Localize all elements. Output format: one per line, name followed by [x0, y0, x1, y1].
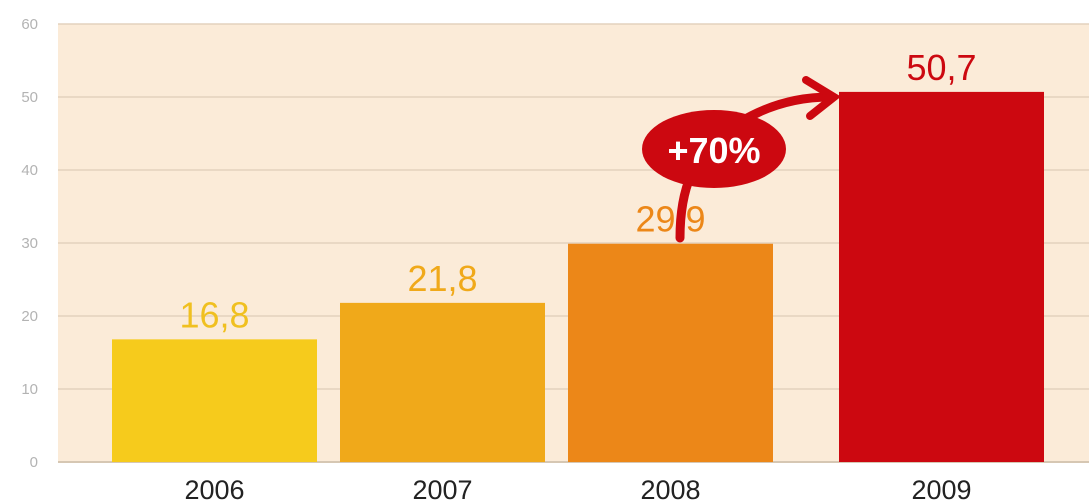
- value-label-2008: 29,9: [635, 199, 705, 240]
- value-label-2006: 16,8: [179, 294, 249, 335]
- category-label-2007: 2007: [412, 475, 472, 503]
- y-axis-ticks: 0 10 20 30 40 50 60: [21, 16, 38, 471]
- y-tick-label: 50: [21, 89, 38, 106]
- growth-badge-text: +70%: [667, 130, 760, 171]
- value-label-2009: 50,7: [906, 47, 976, 88]
- y-tick-label: 60: [21, 16, 38, 33]
- value-labels: 16,8 21,8 29,9 50,7: [179, 47, 976, 335]
- category-label-2008: 2008: [640, 475, 700, 503]
- bar-2009: [839, 91, 1044, 462]
- bars: [112, 91, 1044, 462]
- growth-annotation: +70%: [642, 76, 841, 243]
- value-label-2007: 21,8: [407, 258, 477, 299]
- x-axis-labels: 2006 2007 2008 2009: [184, 475, 971, 503]
- y-tick-label: 40: [21, 162, 38, 179]
- y-tick-label: 0: [30, 454, 38, 471]
- arrow-head-icon: [802, 76, 841, 120]
- y-tick-label: 20: [21, 308, 38, 325]
- category-label-2006: 2006: [184, 475, 244, 503]
- category-label-2009: 2009: [911, 475, 971, 503]
- y-tick-label: 30: [21, 235, 38, 252]
- bar-2008: [568, 243, 773, 462]
- bar-2006: [112, 339, 317, 462]
- y-tick-label: 10: [21, 381, 38, 398]
- bar-2007: [340, 302, 545, 462]
- growth-badge: [642, 110, 786, 188]
